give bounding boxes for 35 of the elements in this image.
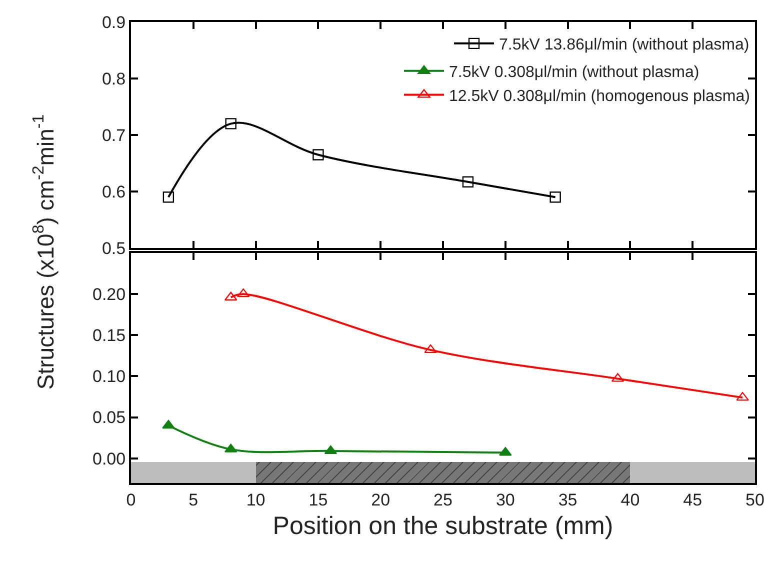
point — [312, 149, 324, 160]
point — [162, 420, 175, 429]
legend-label: 7.5kV 13.86μl/min (without plasma) — [499, 36, 750, 54]
x-tick-label: 35 — [558, 490, 578, 510]
y-tick-label: 0.10 — [92, 367, 126, 386]
x-tick-label: 10 — [246, 490, 266, 510]
y-tick-label: 0.9 — [102, 12, 126, 32]
point — [225, 118, 236, 130]
x-tick-label: 15 — [308, 490, 328, 510]
point — [236, 288, 250, 298]
x-tick-label: 45 — [683, 490, 702, 510]
x-axis-title: Position on the substrate (mm) — [272, 512, 614, 540]
point — [162, 192, 174, 203]
legend-label: 7.5kV 0.308μl/min (without plasma) — [449, 64, 700, 82]
y-tick-label: 0.5 — [102, 238, 126, 258]
point — [550, 192, 561, 203]
point — [324, 445, 338, 454]
x-tick-label: 50 — [746, 490, 764, 510]
y-tick-label: 0.20 — [92, 285, 126, 304]
y-tick-label: 0.05 — [92, 408, 126, 428]
x-tick-label: 0 — [126, 490, 136, 510]
x-tick-label: 25 — [434, 490, 452, 510]
point — [736, 392, 749, 401]
point — [424, 344, 437, 354]
x-tick-label: 30 — [496, 490, 515, 510]
y-tick-label: 0.15 — [92, 326, 126, 346]
y-tick-label: 0.8 — [102, 69, 126, 88]
x-tick-label: 20 — [371, 490, 390, 510]
y-tick-label: 0.7 — [102, 126, 126, 145]
y-tick-label: 0.6 — [102, 182, 126, 202]
x-tick-label: 40 — [620, 490, 640, 510]
x-tick-label: 5 — [188, 490, 198, 510]
y-tick-label: 0.00 — [92, 449, 126, 468]
legend-label: 12.5kV 0.308μl/min (homogenous plasma) — [449, 88, 750, 105]
point — [462, 176, 474, 188]
